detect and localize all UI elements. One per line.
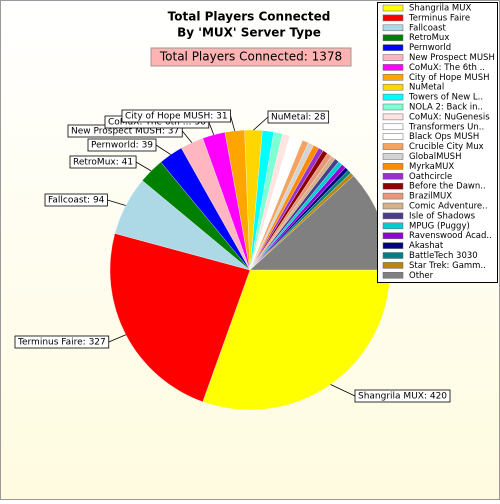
leader-line bbox=[330, 384, 356, 397]
pie bbox=[109, 129, 391, 411]
leader-line bbox=[155, 144, 171, 155]
legend-swatch bbox=[382, 34, 404, 41]
legend-label: Transformers Un.. bbox=[408, 122, 484, 132]
data-labels: Shangrila MUX: 420 Terminus Faire: 327 Fal… bbox=[14, 109, 451, 403]
legend-swatch bbox=[382, 212, 404, 220]
data-label-text: Terminus Faire: 327 bbox=[17, 338, 106, 348]
legend-swatch bbox=[382, 113, 404, 121]
legend-swatch bbox=[382, 103, 404, 111]
leader-line bbox=[230, 115, 236, 131]
legend-swatch bbox=[382, 93, 404, 101]
legend-swatch bbox=[382, 182, 404, 190]
leader-line bbox=[135, 161, 152, 172]
data-label-text: NuMetal: 28 bbox=[271, 113, 326, 123]
leader-line bbox=[253, 116, 269, 131]
legend-label: MPUG (Puggy) bbox=[409, 221, 470, 231]
legend-swatch bbox=[382, 222, 404, 230]
legend-swatch bbox=[382, 173, 404, 180]
legend-label: CoMuX: The 6th .. bbox=[409, 63, 485, 73]
data-label: Pernworld: 39 bbox=[87, 138, 157, 152]
leader-line bbox=[208, 121, 215, 135]
data-label-text: Shangrila MUX: 420 bbox=[358, 392, 447, 402]
leader-line bbox=[181, 130, 193, 143]
legend-label: Ravenswood Acad.. bbox=[409, 231, 492, 241]
legend-swatch bbox=[382, 133, 404, 140]
legend-swatch bbox=[382, 14, 404, 22]
legend-label: RetroMux bbox=[409, 33, 449, 43]
total-box bbox=[150, 47, 352, 67]
legend-label: Towers of New L.. bbox=[408, 93, 483, 103]
legend-swatch bbox=[382, 192, 404, 200]
legend-swatch bbox=[382, 4, 404, 12]
legend-label: Fallcoast bbox=[409, 23, 447, 33]
legend-label: BrazilMUX bbox=[409, 192, 452, 202]
data-label-text: RetroMux: 41 bbox=[73, 158, 133, 168]
legend-label: Pernworld bbox=[409, 43, 451, 53]
chart-subtitle: By 'MUX' Server Type bbox=[177, 26, 321, 40]
legend-label: Black Ops MUSH bbox=[409, 132, 479, 142]
legend-swatch bbox=[382, 163, 404, 170]
legend-label: NuMetal bbox=[409, 83, 444, 93]
data-label-text: CoMuX: The 6th ..: 36 bbox=[108, 118, 206, 128]
legend-label: City of Hope MUSH bbox=[409, 73, 490, 83]
legend-label: Before the Dawn.. bbox=[409, 182, 486, 192]
legend-swatch bbox=[382, 242, 404, 249]
leader-line bbox=[107, 199, 126, 206]
legend-swatch bbox=[382, 83, 404, 91]
legend-label: Comic Adventure.. bbox=[409, 202, 488, 212]
legend-swatch bbox=[382, 74, 404, 81]
legend-label: Crucible City Mux bbox=[409, 142, 484, 152]
legend-label: Akashat bbox=[409, 241, 444, 251]
legend-swatch bbox=[382, 262, 404, 269]
data-label-text: City of Hope MUSH: 31 bbox=[125, 112, 228, 122]
data-label: City of Hope MUSH: 31 bbox=[121, 109, 232, 123]
data-label: Shangrila MUX: 420 bbox=[354, 389, 451, 403]
legend-swatch bbox=[382, 252, 404, 259]
leader-line bbox=[108, 334, 127, 343]
chart-title: Total Players Connected bbox=[168, 10, 331, 24]
legend-label: Terminus Faire bbox=[408, 13, 470, 23]
legend-swatch bbox=[382, 123, 404, 131]
data-label: RetroMux: 41 bbox=[69, 155, 137, 169]
data-label-text: Fallcoast: 94 bbox=[48, 196, 105, 206]
legend-swatch bbox=[382, 44, 404, 51]
legend-label: MyrkaMUX bbox=[409, 162, 454, 172]
legend-label: BattleTech 3030 bbox=[409, 251, 478, 261]
legend-label: CoMuX: NuGenesis bbox=[409, 112, 490, 122]
legend-swatch bbox=[382, 24, 404, 32]
data-label: Terminus Faire: 327 bbox=[14, 335, 110, 349]
legend-label: GlobalMUSH bbox=[409, 152, 461, 162]
legend-swatch bbox=[382, 54, 404, 61]
data-label: NuMetal: 28 bbox=[267, 110, 330, 124]
legend-swatch bbox=[382, 143, 404, 150]
legend-swatch bbox=[382, 202, 404, 210]
legend-label: New Prospect MUSH bbox=[409, 53, 495, 63]
legend-swatch bbox=[382, 272, 404, 279]
legend-swatch bbox=[382, 232, 404, 239]
legend-label: Isle of Shadows bbox=[409, 211, 476, 221]
legend-label: Shangrila MUX bbox=[409, 4, 471, 14]
data-label: Fallcoast: 94 bbox=[44, 193, 108, 207]
legend-label: Other bbox=[409, 271, 434, 281]
legend-swatch bbox=[382, 153, 404, 160]
legend-label: Star Trek: Gamm.. bbox=[409, 261, 486, 271]
data-label-text: Pernworld: 39 bbox=[91, 141, 153, 151]
legend-swatch bbox=[382, 64, 404, 71]
legend-label: NOLA 2: Back in.. bbox=[409, 103, 483, 113]
total-label: Total Players Connected: 1378 bbox=[159, 50, 342, 64]
data-label-text: New Prospect MUSH: 37 bbox=[71, 127, 179, 137]
legend-label: Oathcircle bbox=[409, 172, 452, 182]
